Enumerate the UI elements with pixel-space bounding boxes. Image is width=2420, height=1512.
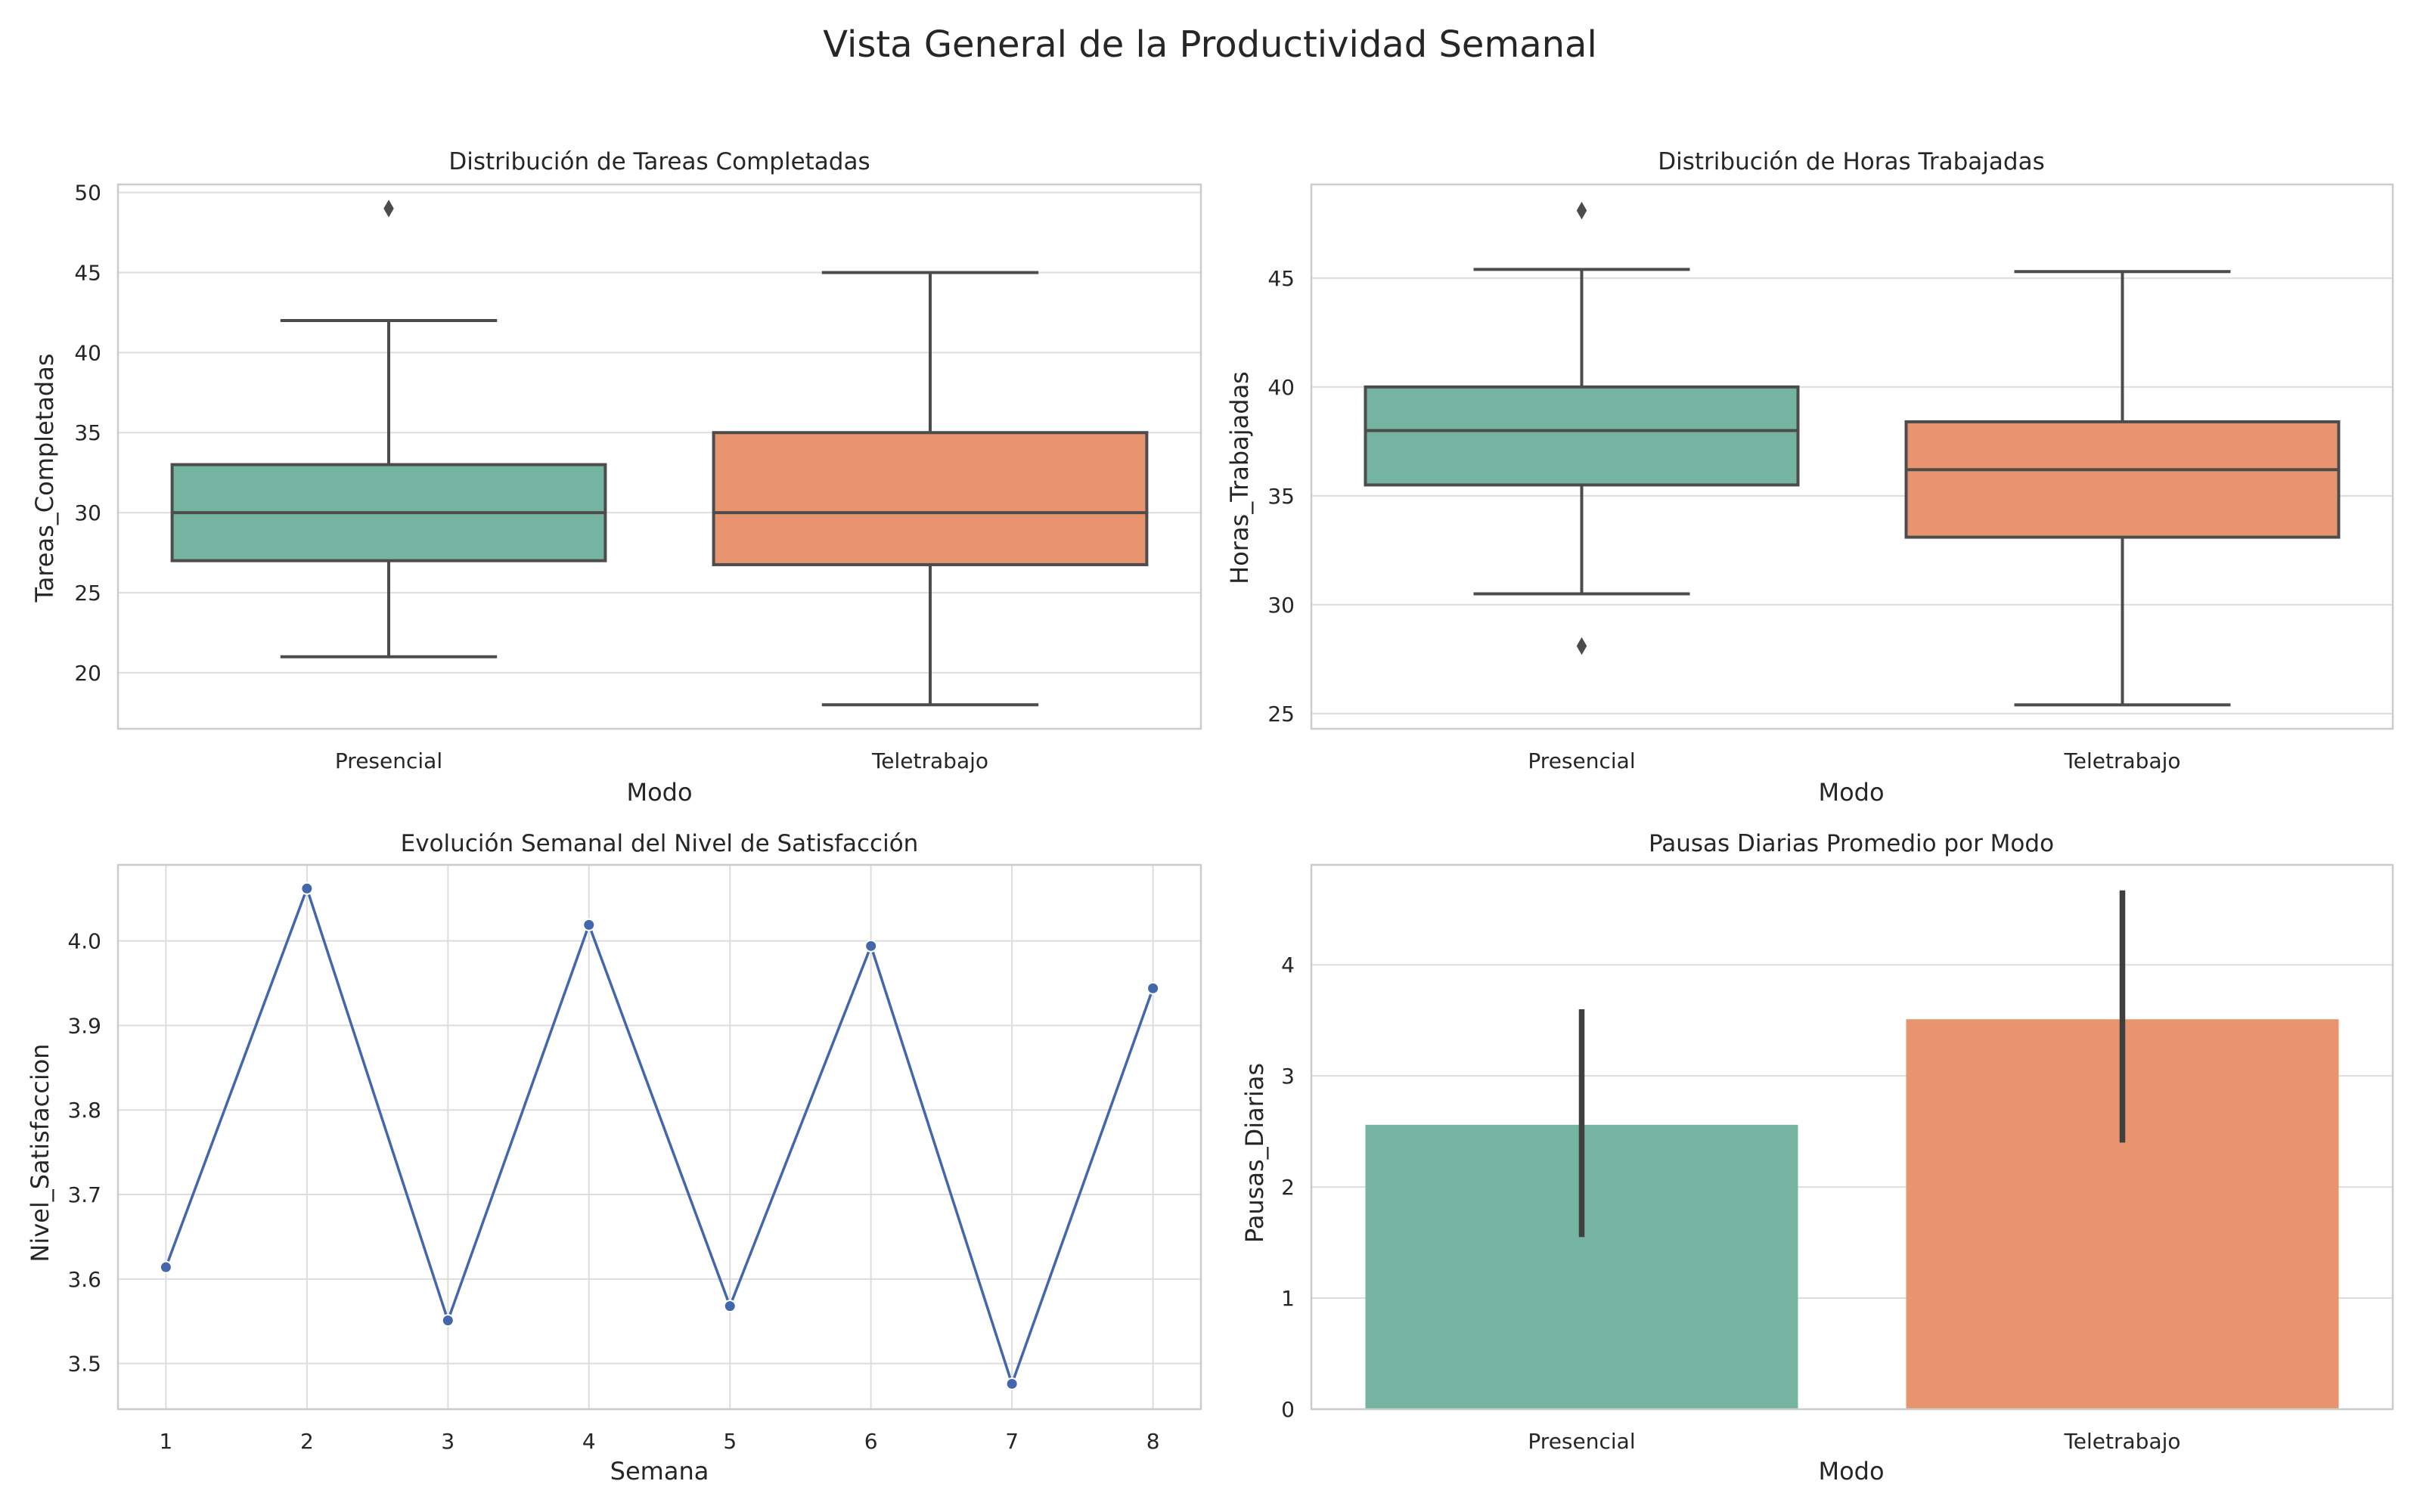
data-point xyxy=(441,1314,455,1328)
box-teletrabajo xyxy=(712,431,1149,566)
panel-3-plot-area: 3.5 3.6 3.7 3.8 3.9 4.0 1 2 3 4 5 6 7 8 xyxy=(67,863,1202,1454)
panel-2-ytick-label: 40 xyxy=(1267,375,1295,400)
panel-1-plot-area: 20 25 30 35 40 45 50 Presencial Teletrabajo xyxy=(74,181,1202,773)
panel-3-xlabel: Semana xyxy=(610,1457,709,1486)
panel-3-ytick-label: 3.8 xyxy=(67,1098,101,1123)
outlier-marker xyxy=(1576,637,1587,655)
panel-2-ytick-label: 35 xyxy=(1267,484,1295,509)
panel-1-ytick-label: 30 xyxy=(74,500,101,525)
panel-4-ytick-label: 3 xyxy=(1281,1064,1295,1089)
outlier-marker xyxy=(383,200,394,218)
panel-2-frame xyxy=(1310,183,2394,730)
panel-3-xtick-label: 1 xyxy=(159,1429,172,1454)
data-point xyxy=(1146,981,1160,995)
panel-3-ylabel: Nivel_Satisfaccion xyxy=(26,1043,54,1262)
panel-1-ytick-label: 35 xyxy=(74,420,101,445)
panel-2-xtick-label: Teletrabajo xyxy=(2063,748,2180,773)
panel-1-xlabel: Modo xyxy=(626,778,692,807)
panel-1-ytick-label: 20 xyxy=(74,661,101,686)
panel-4-frame xyxy=(1310,863,2394,1411)
panel-4-xtick-label: Presencial xyxy=(1528,1429,1635,1454)
panel-4-plot-area: 0 1 2 3 4 Presencial Teletrabajo xyxy=(1281,863,2394,1454)
panel-3-ytick-label: 3.7 xyxy=(67,1182,101,1207)
data-point xyxy=(582,918,596,931)
panel-4-ytick-label: 1 xyxy=(1281,1286,1295,1311)
data-point xyxy=(300,881,314,895)
panel-1-ytick-label: 45 xyxy=(74,260,101,285)
data-point xyxy=(1005,1377,1019,1390)
data-point xyxy=(723,1300,737,1313)
outlier-marker xyxy=(1576,201,1587,220)
panel-2-ytick-label: 30 xyxy=(1267,593,1295,618)
data-point xyxy=(159,1260,172,1274)
panel-4-ytick-label: 4 xyxy=(1281,953,1295,978)
panel-2-ylabel: Horas_Trabajadas xyxy=(1225,371,1254,584)
panel-1-title: Distribución de Tareas Completadas xyxy=(448,148,870,175)
box-presencial xyxy=(1364,385,1800,487)
panel-4-xtick-label: Teletrabajo xyxy=(2063,1429,2180,1454)
box-teletrabajo xyxy=(1904,420,2341,539)
panel-3-xtick-label: 7 xyxy=(1005,1429,1019,1454)
panel-3-xtick-label: 2 xyxy=(300,1429,314,1454)
panel-3-ytick-label: 3.9 xyxy=(67,1013,101,1038)
panel-pausas-bar: Pausas Diarias Promedio por Modo Modo Pa… xyxy=(1240,830,2394,1486)
panel-3-xtick-label: 5 xyxy=(723,1429,737,1454)
panel-1-xtick-label: Presencial xyxy=(335,748,442,773)
panel-3-xtick-label: 3 xyxy=(441,1429,455,1454)
panel-4-ytick-label: 2 xyxy=(1281,1175,1295,1200)
panel-3-ytick-label: 3.5 xyxy=(67,1352,101,1377)
panel-2-ytick-label: 45 xyxy=(1267,266,1295,291)
panel-3-xtick-label: 4 xyxy=(582,1429,596,1454)
panel-2-xlabel: Modo xyxy=(1818,778,1884,807)
panel-horas-boxplot: Distribución de Horas Trabajadas Modo Ho… xyxy=(1225,148,2394,807)
satisfaction-series-line xyxy=(164,884,1155,1388)
panel-1-ytick-label: 40 xyxy=(74,340,101,365)
panel-3-xtick-label: 6 xyxy=(864,1429,878,1454)
panel-2-plot-area: 25 30 35 40 45 Presencial Teletrabajo xyxy=(1267,183,2394,773)
panel-2-title: Distribución de Horas Trabajadas xyxy=(1658,148,2044,175)
panel-2-ytick-label: 25 xyxy=(1267,702,1295,727)
panel-1-ylabel: Tareas_Completadas xyxy=(30,353,59,603)
panel-3-ytick-label: 3.6 xyxy=(67,1267,101,1292)
data-point xyxy=(864,939,878,953)
panel-4-ylabel: Pausas_Diarias xyxy=(1240,1063,1269,1243)
panel-tareas-boxplot: Distribución de Tareas Completadas Modo … xyxy=(30,148,1202,807)
panel-satisfaccion-line: Evolución Semanal del Nivel de Satisfacc… xyxy=(26,830,1202,1486)
panel-1-ytick-label: 25 xyxy=(74,581,101,606)
panel-1-ytick-label: 50 xyxy=(74,181,101,206)
panel-3-xtick-label: 8 xyxy=(1146,1429,1160,1454)
panel-4-xlabel: Modo xyxy=(1818,1457,1884,1486)
panel-1-frame xyxy=(116,183,1202,730)
panel-3-frame xyxy=(116,863,1202,1411)
panel-3-ytick-label: 4.0 xyxy=(67,929,101,954)
panel-3-title: Evolución Semanal del Nivel de Satisfacc… xyxy=(401,830,919,857)
panel-4-title: Pausas Diarias Promedio por Modo xyxy=(1649,830,2054,857)
panel-1-xtick-label: Teletrabajo xyxy=(871,748,988,773)
figure-suptitle: Vista General de la Productividad Semana… xyxy=(823,23,1597,66)
panel-4-ytick-label: 0 xyxy=(1281,1397,1295,1422)
panel-2-xtick-label: Presencial xyxy=(1528,748,1635,773)
